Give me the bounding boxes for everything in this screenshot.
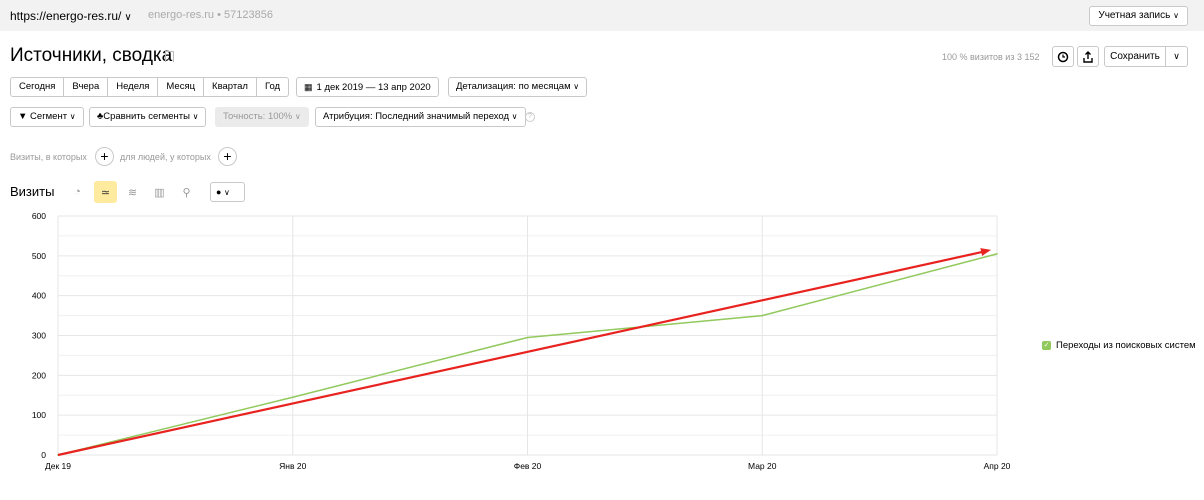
attribution-label: Атрибуция: Последний значимый переход — [323, 111, 510, 122]
period-week[interactable]: Неделя — [108, 77, 159, 97]
chevron-down-icon: ∨ — [223, 188, 230, 197]
annotation-arrow-line — [57, 250, 986, 457]
clock-icon — [1057, 51, 1069, 62]
chevron-down-icon: ∨ — [1173, 51, 1180, 61]
site-meta: energo-res.ru • 57123856 — [148, 9, 273, 21]
segment-button[interactable]: ▼ Сегмент ∨ — [10, 107, 84, 127]
visits-filter-label: Визиты, в которых — [10, 152, 87, 162]
chevron-down-icon: ∨ — [294, 112, 301, 121]
series-point — [526, 336, 529, 339]
section-title: Визиты — [10, 184, 55, 199]
period-yesterday[interactable]: Вчера — [64, 77, 109, 97]
chevron-down-icon: ∨ — [124, 12, 132, 23]
calendar-icon: ▦ — [304, 82, 313, 92]
account-label: Учетная запись — [1098, 10, 1171, 21]
accuracy-label: Точность: 100% — [223, 111, 293, 122]
comment-icon: ● — [216, 187, 222, 197]
history-button[interactable] — [1052, 46, 1074, 67]
period-year[interactable]: Год — [256, 77, 290, 97]
x-tick-label: Янв 20 — [279, 461, 306, 471]
site-selector[interactable]: https://energo-res.ru/∨ — [10, 9, 132, 23]
series-point — [291, 396, 294, 399]
chevron-down-icon: ∨ — [511, 112, 518, 121]
save-menu-button[interactable]: ∨ — [1165, 46, 1188, 67]
line-chart-icon[interactable]: ≃ — [94, 181, 117, 203]
date-range-button[interactable]: ▦ 1 дек 2019 — 13 апр 2020 — [296, 77, 439, 97]
y-tick-label: 0 — [41, 450, 46, 460]
chevron-down-icon: ∨ — [573, 82, 580, 91]
y-tick-label: 300 — [32, 331, 46, 341]
x-tick-label: Дек 19 — [45, 461, 71, 471]
series-point — [996, 253, 998, 255]
people-filter-label: для людей, у которых — [120, 152, 211, 162]
y-tick-label: 100 — [32, 410, 46, 420]
compare-label: Сравнить сегменты — [103, 111, 190, 122]
help-icon[interactable]: ? — [525, 112, 535, 122]
export-button[interactable] — [1077, 46, 1099, 67]
date-range-label: 1 дек 2019 — 13 апр 2020 — [316, 82, 431, 93]
upload-icon — [1083, 50, 1093, 63]
pie-chart-icon[interactable]: ◔ — [74, 186, 81, 198]
chevron-down-icon: ∨ — [1173, 11, 1179, 20]
add-people-filter-button[interactable]: + — [218, 147, 237, 166]
segment-label: Сегмент — [30, 111, 68, 122]
legend-label: Переходы из поисковых систем — [1056, 340, 1196, 351]
period-selector: Сегодня Вчера Неделя Месяц Квартал Год — [10, 77, 290, 97]
site-url: https://energo-res.ru/ — [10, 9, 122, 23]
area-chart-icon[interactable]: ≋ — [127, 186, 138, 199]
x-tick-label: Мар 20 — [748, 461, 777, 471]
period-today[interactable]: Сегодня — [10, 77, 65, 97]
segments-icon: ♣ — [97, 111, 104, 122]
page-title: Источники, сводка — [10, 45, 173, 66]
y-tick-label: 500 — [32, 251, 46, 261]
y-tick-label: 400 — [32, 291, 46, 301]
period-month[interactable]: Месяц — [158, 77, 205, 97]
filter-icon: ▼ — [18, 111, 28, 122]
chart-legend[interactable]: ✓ Переходы из поисковых систем — [1042, 340, 1196, 351]
top-bar: https://energo-res.ru/∨ energo-res.ru • … — [0, 0, 1204, 31]
y-tick-label: 200 — [32, 370, 46, 380]
checkbox-icon[interactable]: ✓ — [1042, 341, 1051, 350]
chevron-down-icon: ∨ — [69, 112, 76, 121]
annotation-arrow-head — [980, 248, 991, 256]
y-tick-label: 600 — [32, 211, 46, 221]
attribution-dropdown[interactable]: Атрибуция: Последний значимый переход ∨ — [315, 107, 526, 127]
account-button[interactable]: Учетная запись ∨ — [1089, 6, 1188, 26]
chevron-down-icon: ∨ — [192, 112, 199, 121]
series-point — [761, 314, 764, 317]
add-visits-filter-button[interactable]: + — [95, 147, 114, 166]
x-tick-label: Апр 20 — [984, 461, 1011, 471]
visits-chart: 0 100 200 300 400 500 600 Дек 19 Янв 20 Фев 20 Мар… — [32, 211, 1011, 471]
save-button[interactable]: Сохранить — [1104, 46, 1166, 67]
period-quarter[interactable]: Квартал — [204, 77, 257, 97]
accuracy-dropdown: Точность: 100% ∨ — [215, 107, 309, 127]
visits-sample-info: 100 % визитов из 3 152 — [942, 52, 1040, 62]
detail-label: Детализация: по месяцам — [456, 81, 571, 92]
compare-segments-button[interactable]: ♣Сравнить сегменты ∨ — [89, 107, 207, 127]
x-tick-label: Фев 20 — [514, 461, 542, 471]
annotations-button[interactable]: ● ∨ — [210, 182, 245, 202]
bookmark-icon[interactable] — [165, 51, 174, 62]
detail-dropdown[interactable]: Детализация: по месяцам ∨ — [448, 77, 588, 97]
map-icon[interactable]: ⚲ — [182, 186, 191, 199]
bar-chart-icon[interactable]: ▥ — [154, 186, 165, 199]
